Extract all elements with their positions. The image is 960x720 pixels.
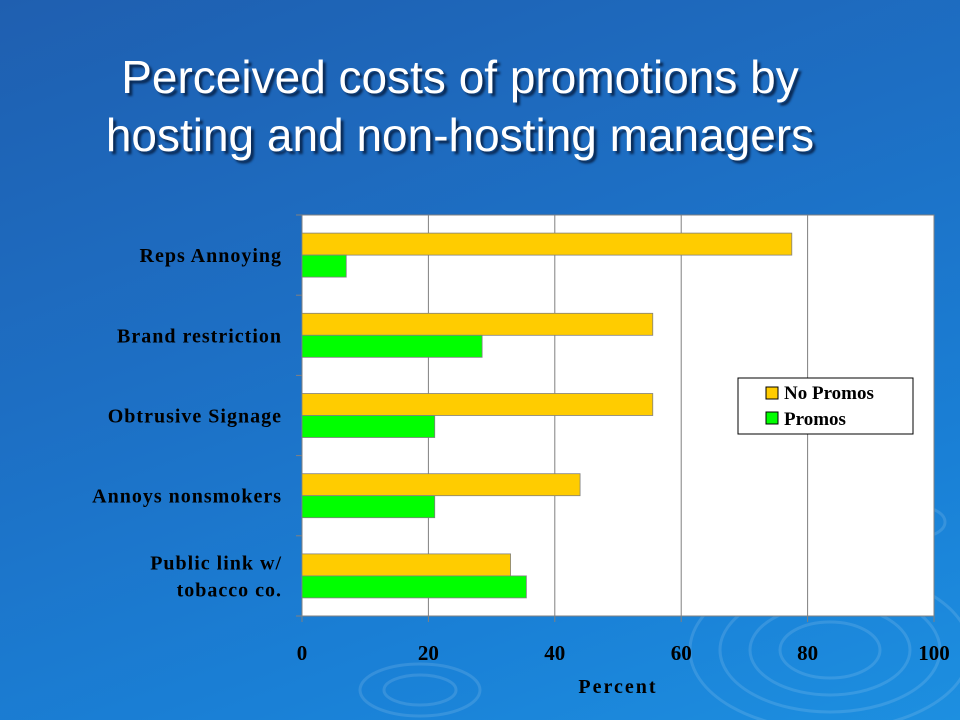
slide-title-line-2: hosting and non-hosting managers — [105, 109, 815, 161]
legend-swatch-no-promos — [765, 386, 779, 400]
bar-promos-1 — [301, 334, 483, 358]
y-category-label-4-line-0: Public link w/ — [150, 552, 282, 574]
slide-title: Perceived costs of promotions by hosting… — [0, 48, 920, 164]
bar-no-promos-4 — [301, 553, 511, 577]
y-category-label-2: Obtrusive Signage — [108, 406, 282, 428]
y-category-label-4-line-1: tobacco co. — [177, 579, 282, 601]
x-tick-label-0: 0 — [297, 641, 308, 665]
x-tick-label-20: 20 — [418, 641, 439, 665]
slide-title-line-1: Perceived costs of promotions by — [121, 51, 799, 103]
bar-promos-2 — [301, 415, 436, 438]
legend-swatch-promos — [765, 411, 779, 425]
x-tick-label-100: 100 — [918, 641, 950, 665]
x-tick-label-60: 60 — [671, 641, 692, 665]
x-axis-label: Percent — [578, 676, 657, 698]
bar-promos-4 — [301, 575, 527, 599]
legend-label-promos: Promos — [784, 409, 846, 430]
y-category-label-0: Reps Annoying — [140, 245, 283, 267]
bar-no-promos-3 — [301, 473, 581, 497]
bar-no-promos-0 — [301, 232, 793, 256]
x-tick-label-80: 80 — [797, 641, 818, 665]
bar-promos-3 — [301, 495, 436, 519]
x-tick-label-40: 40 — [544, 641, 565, 665]
legend: No Promos Promos — [737, 377, 914, 435]
legend-label-no-promos: No Promos — [784, 383, 874, 404]
y-category-label-3: Annoys nonsmokers — [92, 486, 282, 508]
y-category-label-1: Brand restriction — [117, 325, 282, 347]
bar-no-promos-2 — [301, 393, 654, 416]
bar-no-promos-1 — [301, 312, 654, 336]
bar-promos-0 — [301, 254, 347, 278]
